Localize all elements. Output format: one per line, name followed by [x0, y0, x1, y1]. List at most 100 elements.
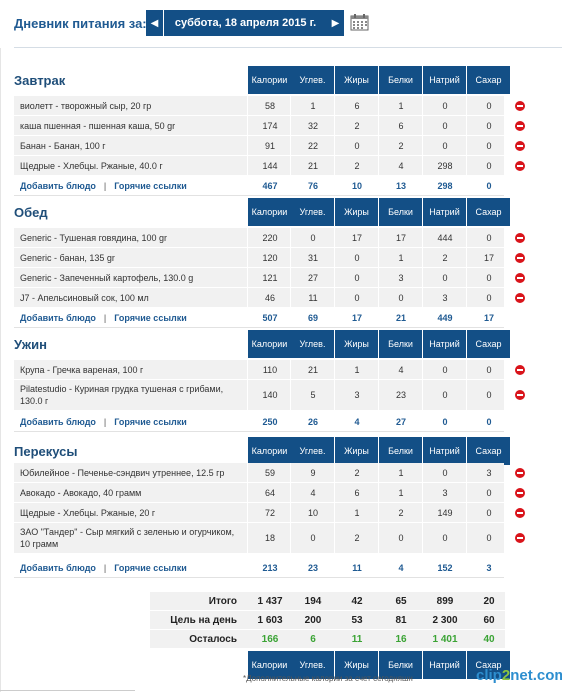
food-row[interactable]: ЗАО "Тандер" - Сыр мягкий с зеленью и ог… [14, 523, 504, 554]
nutrient-value: 0 [486, 100, 492, 111]
quick-links-link[interactable]: Горячие ссылки [114, 416, 187, 427]
column-header[interactable]: Калории [248, 66, 291, 94]
column-divider [466, 116, 467, 135]
nutrient-value: 2 [398, 507, 404, 518]
food-row[interactable]: Generic - Тушеная говядина, 100 gr 220 0 17… [14, 228, 504, 248]
food-name[interactable]: Pilatestudio - Куриная грудка тушеная с … [20, 384, 224, 406]
calendar-icon[interactable] [350, 13, 369, 31]
food-row[interactable]: каша пшенная - пшенная каша, 50 gr 174 32 2… [14, 116, 504, 136]
food-name[interactable]: Generic - банан, 135 gr [20, 252, 115, 263]
food-row[interactable]: виолетт - творожный сыр, 20 гр 58 1 6 1 0 0 [14, 96, 504, 116]
delete-icon[interactable] [515, 141, 525, 151]
quick-links-link[interactable]: Горячие ссылки [114, 562, 187, 573]
add-food-link[interactable]: Добавить блюдо [20, 562, 96, 573]
food-row[interactable]: Generic - банан, 135 gr 120 31 0 1 2 17 [14, 248, 504, 268]
column-divider [466, 288, 467, 307]
food-name[interactable]: Generic - Запеченный картофель, 130.0 g [20, 272, 194, 283]
food-row[interactable]: Крупа - Гречка вареная, 100 г 110 21 1 4 0 0 [14, 360, 504, 380]
food-row[interactable]: J7 - Апельсиновый сок, 100 мл 46 11 0 0 3 0 [14, 288, 504, 308]
column-header[interactable]: Жиры [335, 330, 378, 358]
add-food-link[interactable]: Добавить блюдо [20, 312, 96, 323]
food-name[interactable]: каша пшенная - пшенная каша, 50 gr [20, 120, 176, 131]
column-header[interactable]: Сахар [467, 437, 510, 465]
delete-icon[interactable] [515, 161, 525, 171]
column-header[interactable]: Натрий [423, 66, 466, 94]
food-name[interactable]: Банан - Банан, 100 г [20, 140, 106, 151]
meal-column-header: Калории Углев. Жиры Белки Натрий Сахар [0, 437, 562, 465]
column-header[interactable]: Жиры [335, 651, 378, 679]
delete-icon[interactable] [515, 533, 525, 543]
column-header[interactable]: Сахар [467, 651, 510, 679]
food-row[interactable]: Pilatestudio - Куриная грудка тушеная с … [14, 380, 504, 411]
column-header[interactable]: Белки [379, 330, 422, 358]
column-header[interactable]: Углев. [291, 198, 334, 226]
column-divider [422, 156, 423, 175]
column-header[interactable]: Белки [379, 437, 422, 465]
next-day-button[interactable]: ▶ [327, 10, 344, 36]
add-food-link[interactable]: Добавить блюдо [20, 180, 96, 191]
column-header[interactable]: Калории [248, 198, 291, 226]
nutrient-value: 32 [307, 120, 318, 131]
column-header[interactable]: Калории [248, 330, 291, 358]
prev-day-button[interactable]: ◀ [146, 10, 163, 36]
food-name[interactable]: Авокадо - Авокадо, 40 грамм [20, 487, 142, 498]
date-display[interactable]: суббота, 18 апреля 2015 г. [164, 10, 327, 36]
delete-icon[interactable] [515, 273, 525, 283]
column-header[interactable]: Жиры [335, 437, 378, 465]
column-header[interactable]: Калории [248, 651, 291, 679]
column-header[interactable]: Жиры [335, 66, 378, 94]
delete-icon[interactable] [515, 508, 525, 518]
column-header[interactable]: Сахар [467, 330, 510, 358]
link-separator: | [103, 562, 107, 573]
column-header[interactable]: Углев. [291, 651, 334, 679]
delete-icon[interactable] [515, 365, 525, 375]
column-divider [334, 96, 335, 115]
column-header[interactable]: Белки [379, 66, 422, 94]
delete-icon[interactable] [515, 233, 525, 243]
food-name[interactable]: виолетт - творожный сыр, 20 гр [20, 100, 152, 111]
delete-icon[interactable] [515, 468, 525, 478]
food-row[interactable]: Щедрые - Хлебцы. Ржаные, 20 г 72 10 1 2 149 0 [14, 503, 504, 523]
delete-icon[interactable] [515, 390, 525, 400]
column-header[interactable]: Натрий [423, 437, 466, 465]
column-header[interactable]: Белки [379, 198, 422, 226]
column-header[interactable]: Углев. [291, 437, 334, 465]
delete-icon[interactable] [515, 121, 525, 131]
delete-icon[interactable] [515, 253, 525, 263]
delete-icon[interactable] [515, 488, 525, 498]
add-food-link[interactable]: Добавить блюдо [20, 416, 96, 427]
column-header[interactable]: Белки [379, 651, 422, 679]
column-header[interactable]: Сахар [467, 66, 510, 94]
food-name[interactable]: Щедрые - Хлебцы. Ржаные, 20 г [20, 507, 156, 518]
food-row[interactable]: Щедрые - Хлебцы. Ржаные, 40.0 г 144 21 2 4 29… [14, 156, 504, 176]
column-header[interactable]: Натрий [423, 330, 466, 358]
nutrient-value: 0 [354, 292, 360, 303]
nutrient-value: 0 [442, 533, 448, 543]
food-name[interactable]: J7 - Апельсиновый сок, 100 мл [20, 292, 149, 303]
nutrient-value: 0 [486, 507, 492, 518]
column-divider [247, 463, 248, 482]
column-header[interactable]: Калории [248, 437, 291, 465]
food-name[interactable]: Юбилейное - Печенье-сэндвич утреннее, 12… [20, 467, 225, 478]
delete-icon[interactable] [515, 101, 525, 111]
column-header[interactable]: Жиры [335, 198, 378, 226]
column-divider [247, 96, 248, 115]
food-name[interactable]: Щедрые - Хлебцы. Ржаные, 40.0 г [20, 160, 163, 171]
column-header[interactable]: Сахар [467, 198, 510, 226]
food-name[interactable]: Generic - Тушеная говядина, 100 gr [20, 232, 167, 243]
column-header[interactable]: Натрий [423, 198, 466, 226]
quick-links-link[interactable]: Горячие ссылки [114, 312, 187, 323]
column-header[interactable]: Углев. [291, 66, 334, 94]
food-row[interactable]: Авокадо - Авокадо, 40 грамм 64 4 6 1 3 0 [14, 483, 504, 503]
food-row[interactable]: Generic - Запеченный картофель, 130.0 g 1… [14, 268, 504, 288]
food-name[interactable]: Крупа - Гречка вареная, 100 г [20, 364, 144, 375]
column-header[interactable]: Углев. [291, 330, 334, 358]
food-row[interactable]: Банан - Банан, 100 г 91 22 0 2 0 0 [14, 136, 504, 156]
food-row[interactable]: Юбилейное - Печенье-сэндвич утреннее, 12… [14, 463, 504, 483]
column-header[interactable]: Натрий [423, 651, 466, 679]
delete-icon[interactable] [515, 293, 525, 303]
quick-links-link[interactable]: Горячие ссылки [114, 180, 187, 191]
meal-column-header: Калории Углев. Жиры Белки Натрий Сахар [0, 330, 562, 358]
nutrient-value: 4 [398, 160, 404, 171]
food-name[interactable]: ЗАО "Тандер" - Сыр мягкий с зеленью и ог… [20, 527, 235, 549]
